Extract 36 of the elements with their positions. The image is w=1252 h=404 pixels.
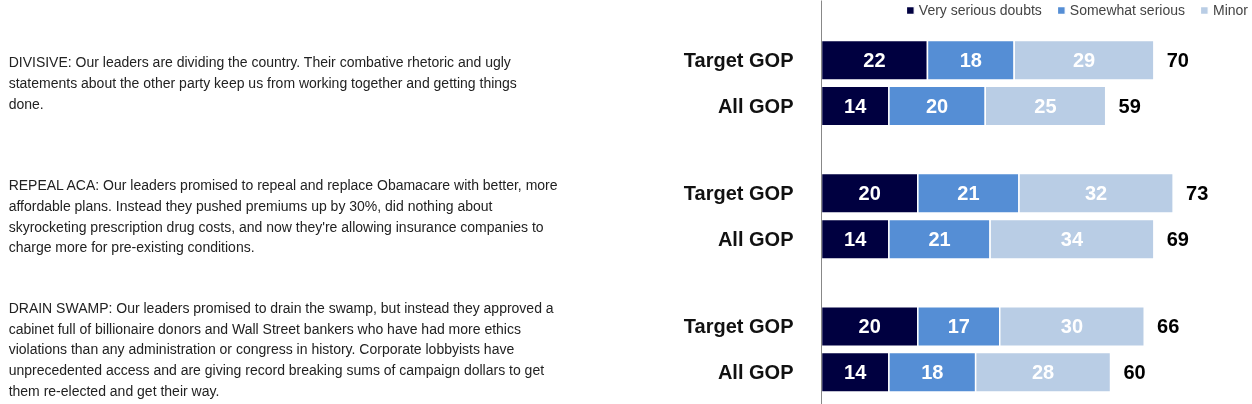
data-label: 21	[928, 228, 951, 251]
text: REPEAL ACA: Our leaders promised to repeal and replace Obamacare with better, more affordable plans. Instead they pushed premiums up by 30%, did nothing about skyrocketing prescription drug costs, and now they're allowing insurance companies to charge more for pre-existing conditions.	[8, 177, 558, 256]
y-tick-label: All GOP	[717, 228, 794, 251]
text: DRAIN SWAMP: Our leaders promised to drain the swamp, but instead they approved a cabinet full of billionaire donors and Wall Street bankers who have had more ethics violations than any administration or congress in history. Corporate lobbyists have unprecedented access and are giving record breaking sums of campaign dollars to get them re-elected and get their way.	[8, 299, 554, 400]
legend-label: Minor	[1212, 2, 1248, 18]
y-tick-label: All GOP	[717, 95, 794, 118]
data-label: 34	[1060, 228, 1084, 251]
data-label: 18	[921, 361, 944, 384]
data-label: 25	[1034, 95, 1057, 118]
y-tick-label: All GOP	[717, 361, 794, 384]
data-label: 21	[957, 182, 980, 205]
total-label: 60	[1123, 361, 1146, 384]
data-label: 32	[1084, 182, 1108, 205]
y-tick-label: Target GOP	[683, 315, 794, 338]
total-label: 73	[1186, 182, 1209, 205]
total-label: 59	[1118, 95, 1141, 118]
data-label: 22	[863, 49, 886, 72]
legend-label: Somewhat serious	[1069, 2, 1185, 18]
data-label: 20	[858, 182, 881, 205]
total-label: 70	[1166, 49, 1189, 72]
text: DIVISIVE: Our leaders are dividing the country. Their combative rhetoric and ugly statements about the other party keep us from working together and getting things done.	[8, 54, 517, 112]
data-label: 14	[844, 361, 868, 384]
data-label: 29	[1072, 49, 1096, 72]
data-label: 18	[959, 49, 982, 72]
total-label: 69	[1166, 228, 1189, 251]
y-tick-label: Target GOP	[683, 49, 794, 72]
data-label: 17	[947, 315, 970, 338]
data-label: 30	[1060, 315, 1084, 338]
data-label: 28	[1031, 361, 1055, 384]
data-label: 14	[844, 95, 868, 118]
data-label: 14	[844, 228, 868, 251]
legend-label: Very serious doubts	[918, 2, 1042, 18]
total-label: 66	[1157, 315, 1180, 338]
data-label: 20	[858, 315, 881, 338]
data-label: 20	[925, 95, 949, 118]
y-tick-label: Target GOP	[683, 182, 794, 205]
